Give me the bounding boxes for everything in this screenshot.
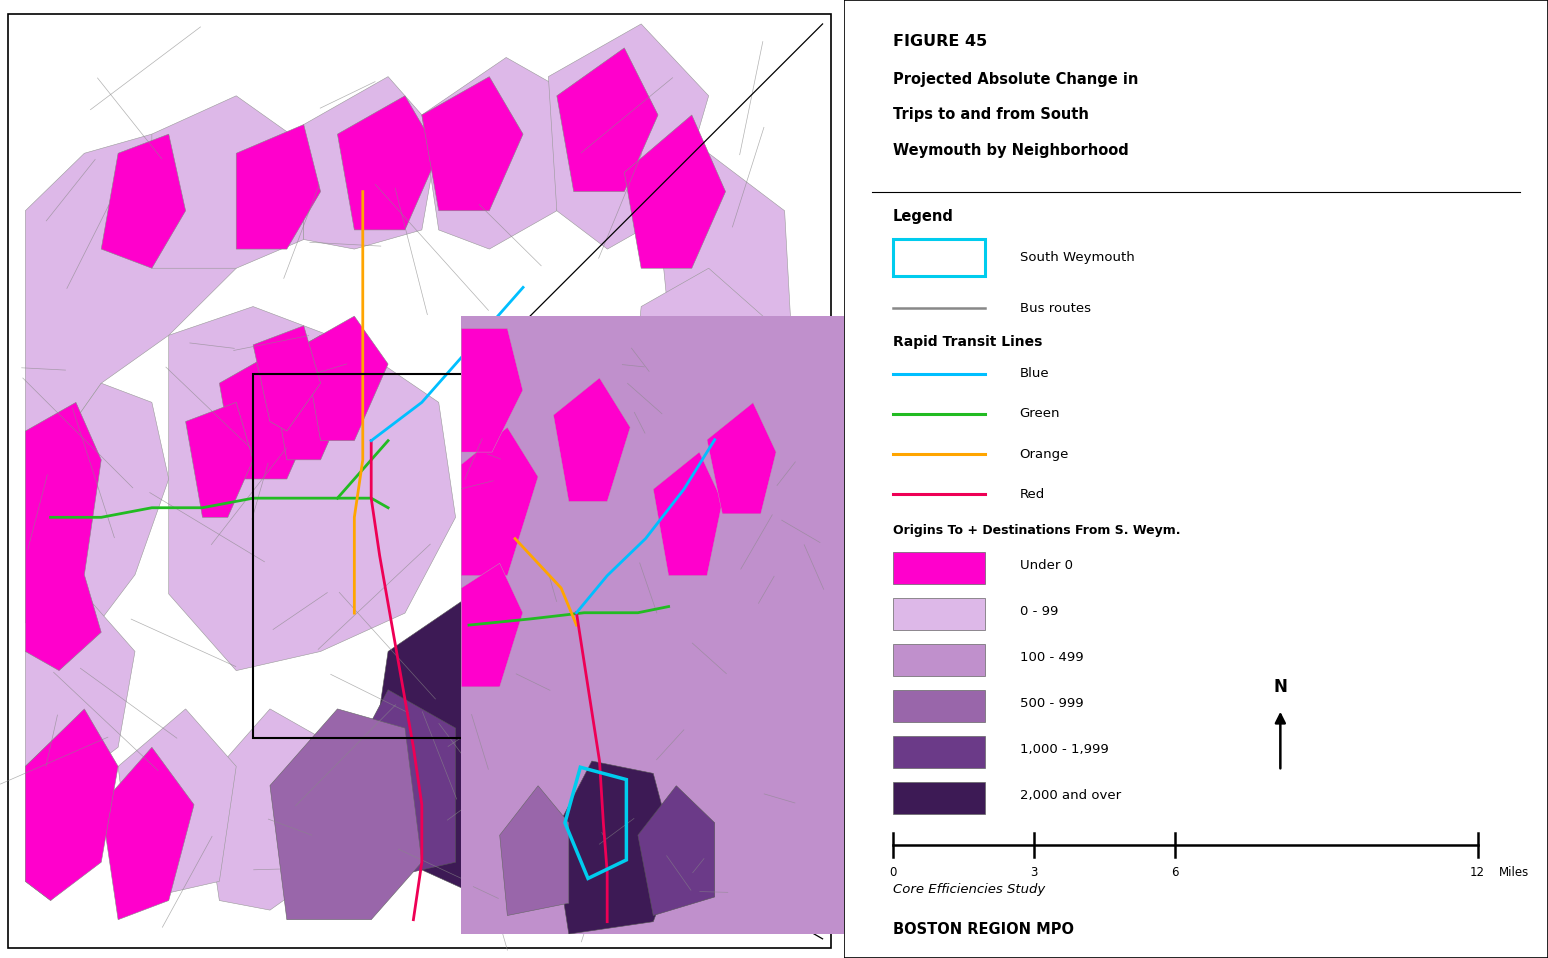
Text: Trips to and from South: Trips to and from South bbox=[893, 107, 1088, 123]
Bar bbox=[893, 644, 985, 676]
Polygon shape bbox=[548, 24, 709, 249]
Bar bbox=[893, 240, 985, 276]
Polygon shape bbox=[101, 747, 194, 920]
Text: Origins To + Destinations From S. Weym.: Origins To + Destinations From S. Weym. bbox=[893, 524, 1181, 537]
Polygon shape bbox=[25, 718, 110, 901]
Polygon shape bbox=[118, 709, 237, 901]
Polygon shape bbox=[220, 345, 320, 479]
Polygon shape bbox=[500, 786, 568, 916]
Polygon shape bbox=[461, 563, 523, 687]
Text: 100 - 499: 100 - 499 bbox=[1020, 650, 1084, 664]
Polygon shape bbox=[372, 594, 591, 901]
Polygon shape bbox=[421, 57, 574, 249]
Polygon shape bbox=[269, 335, 354, 460]
Text: Red: Red bbox=[1020, 488, 1045, 501]
Polygon shape bbox=[101, 134, 186, 268]
Text: Orange: Orange bbox=[1020, 447, 1070, 461]
Text: Weymouth by Neighborhood: Weymouth by Neighborhood bbox=[893, 143, 1128, 158]
Bar bbox=[893, 598, 985, 630]
Text: 6: 6 bbox=[1170, 866, 1178, 879]
Polygon shape bbox=[489, 747, 624, 929]
Polygon shape bbox=[337, 96, 438, 230]
Text: 0 - 99: 0 - 99 bbox=[1020, 604, 1059, 618]
Polygon shape bbox=[25, 594, 135, 786]
Polygon shape bbox=[461, 316, 845, 934]
Polygon shape bbox=[269, 709, 421, 920]
Polygon shape bbox=[421, 77, 523, 211]
Text: Legend: Legend bbox=[893, 209, 954, 224]
Text: 3: 3 bbox=[1029, 866, 1037, 879]
Text: 12: 12 bbox=[1471, 866, 1485, 879]
Polygon shape bbox=[557, 48, 658, 192]
Polygon shape bbox=[707, 402, 776, 513]
Polygon shape bbox=[169, 307, 455, 671]
Text: Green: Green bbox=[1020, 407, 1060, 421]
Text: Core Efficiencies Study: Core Efficiencies Study bbox=[893, 883, 1045, 897]
Text: Projected Absolute Change in: Projected Absolute Change in bbox=[893, 72, 1138, 87]
Text: Rapid Transit Lines: Rapid Transit Lines bbox=[893, 335, 1042, 350]
Polygon shape bbox=[624, 115, 726, 268]
Text: N: N bbox=[1274, 678, 1288, 696]
Bar bbox=[254, 374, 472, 738]
Bar bbox=[893, 552, 985, 584]
Text: Miles: Miles bbox=[1498, 866, 1529, 879]
Text: 1,000 - 1,999: 1,000 - 1,999 bbox=[1020, 742, 1108, 756]
Polygon shape bbox=[25, 402, 101, 671]
Text: FIGURE 45: FIGURE 45 bbox=[893, 34, 988, 49]
Polygon shape bbox=[624, 268, 785, 536]
Polygon shape bbox=[554, 761, 676, 934]
Text: Under 0: Under 0 bbox=[1020, 559, 1073, 572]
Text: BOSTON REGION MPO: BOSTON REGION MPO bbox=[893, 922, 1074, 937]
Polygon shape bbox=[203, 709, 337, 910]
Text: Blue: Blue bbox=[1020, 367, 1050, 380]
Polygon shape bbox=[303, 316, 389, 441]
Polygon shape bbox=[186, 402, 254, 517]
Polygon shape bbox=[303, 77, 438, 249]
Polygon shape bbox=[337, 690, 455, 881]
Polygon shape bbox=[675, 441, 793, 651]
Bar bbox=[893, 736, 985, 768]
Text: South Weymouth: South Weymouth bbox=[1020, 251, 1135, 264]
Polygon shape bbox=[548, 671, 692, 881]
Polygon shape bbox=[461, 329, 523, 452]
Polygon shape bbox=[25, 383, 169, 642]
Bar bbox=[893, 782, 985, 814]
Bar bbox=[893, 690, 985, 722]
Polygon shape bbox=[254, 326, 320, 431]
Text: 2,000 and over: 2,000 and over bbox=[1020, 788, 1121, 802]
Text: 500 - 999: 500 - 999 bbox=[1020, 696, 1084, 710]
Polygon shape bbox=[461, 427, 539, 576]
Polygon shape bbox=[658, 153, 793, 431]
Polygon shape bbox=[638, 786, 715, 916]
Polygon shape bbox=[237, 125, 320, 249]
Text: Bus routes: Bus routes bbox=[1020, 302, 1091, 315]
Polygon shape bbox=[554, 377, 630, 502]
Text: 0: 0 bbox=[889, 866, 896, 879]
Polygon shape bbox=[25, 709, 118, 901]
Polygon shape bbox=[25, 134, 237, 431]
Polygon shape bbox=[653, 452, 723, 576]
Polygon shape bbox=[152, 96, 303, 268]
